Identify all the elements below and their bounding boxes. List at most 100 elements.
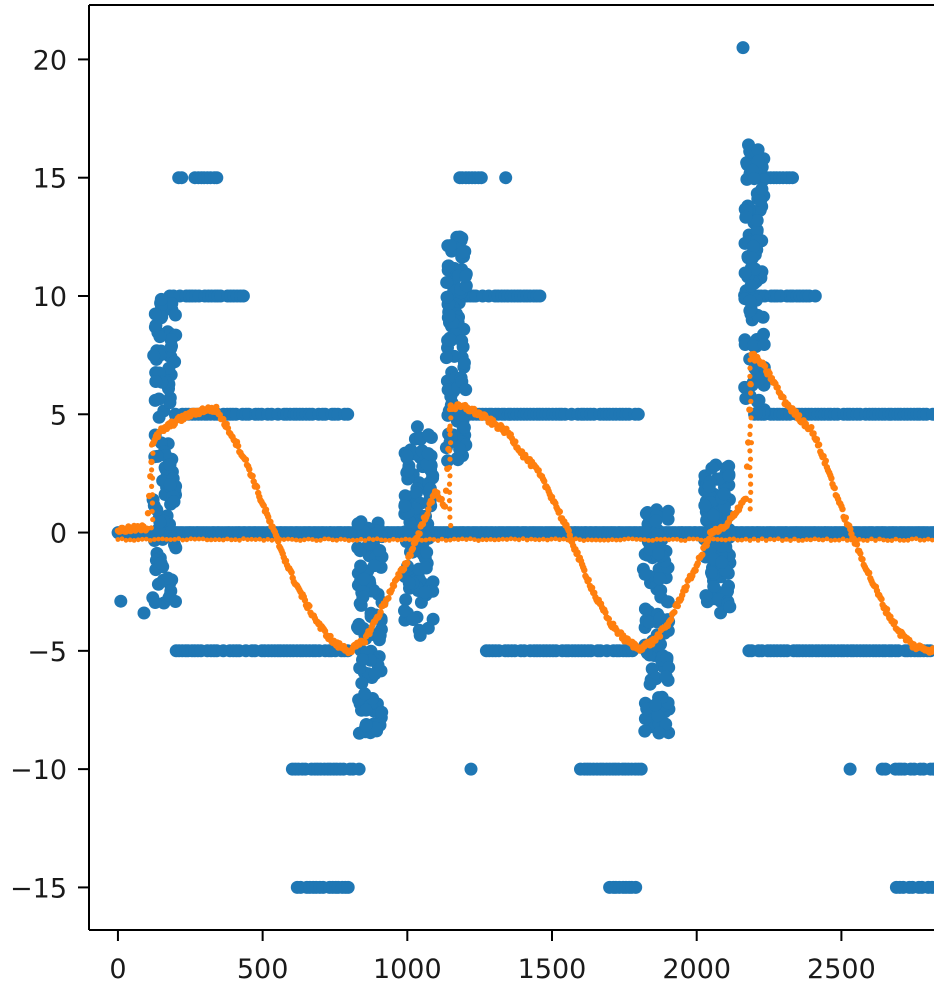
orange-point [322, 536, 327, 542]
orange-point [220, 537, 226, 543]
blue-point [755, 182, 769, 196]
orange-point [605, 537, 611, 543]
orange-point [423, 537, 429, 543]
orange-point [667, 616, 675, 623]
blue-point [358, 687, 372, 701]
blue-point [453, 442, 467, 456]
orange-point [748, 398, 754, 404]
blue-point [660, 651, 674, 665]
orange-point [342, 537, 348, 542]
blue-point [808, 289, 822, 303]
orange-point [751, 536, 757, 542]
orange-point [464, 537, 469, 542]
x-tick-label: 2500 [807, 954, 876, 985]
orange-point [253, 537, 259, 542]
orange-point [508, 536, 514, 542]
orange-point [646, 538, 652, 543]
blue-point [499, 171, 513, 185]
x-tick-label: 0 [109, 954, 126, 985]
blue-point [163, 478, 177, 492]
orange-point [416, 530, 423, 537]
x-tick-label: 2000 [662, 954, 731, 985]
orange-point [447, 506, 453, 512]
orange-point [261, 538, 267, 543]
orange-point [188, 536, 194, 542]
blue-point [341, 880, 355, 894]
orange-point [634, 537, 639, 542]
blue-point [638, 724, 652, 738]
blue-point [359, 703, 373, 717]
orange-point [249, 536, 255, 542]
orange-point [748, 406, 754, 413]
orange-point [143, 536, 149, 542]
orange-point [249, 472, 256, 480]
blue-point [453, 230, 467, 244]
blue-point [153, 330, 167, 344]
orange-point [512, 536, 518, 542]
x-tick-label: 500 [237, 954, 289, 985]
blue-point [426, 612, 440, 626]
blue-point [659, 670, 673, 684]
orange-point [447, 537, 453, 543]
orange-point [857, 550, 864, 557]
orange-point [306, 602, 313, 610]
orange-point [172, 537, 178, 542]
orange-point [654, 536, 660, 542]
orange-point [135, 537, 141, 543]
orange-point [792, 536, 797, 542]
blue-point [420, 457, 434, 471]
orange-point [739, 537, 745, 543]
orange-point [748, 489, 754, 495]
orange-point [152, 537, 157, 542]
orange-point [338, 536, 344, 542]
blue-point [439, 351, 453, 365]
orange-point [378, 537, 384, 543]
blue-point [638, 567, 652, 581]
blue-point [402, 576, 416, 590]
blue-point [754, 194, 768, 207]
orange-point [245, 537, 251, 542]
orange-point [593, 537, 599, 543]
blue-point [750, 214, 764, 227]
orange-point [131, 538, 137, 543]
blue-point [369, 527, 383, 541]
orange-point [496, 537, 502, 543]
orange-point [269, 537, 275, 543]
orange-point [891, 619, 898, 626]
orange-point [233, 537, 238, 543]
orange-point [588, 584, 596, 591]
blue-point [744, 279, 758, 293]
orange-point [212, 537, 218, 543]
orange-point [446, 406, 453, 413]
orange-point [297, 538, 303, 543]
orange-point [362, 538, 368, 543]
orange-point [727, 536, 733, 542]
y-tick-label: 0 [50, 519, 67, 550]
blue-point [705, 461, 719, 475]
orange-point [893, 536, 899, 542]
blue-point [161, 571, 175, 585]
orange-point [577, 537, 583, 542]
blue-point [406, 613, 420, 626]
blue-point [926, 526, 934, 540]
orange-point [257, 536, 263, 542]
orange-point [784, 537, 789, 542]
orange-point [148, 525, 154, 531]
orange-point [488, 537, 494, 542]
blue-point [747, 172, 761, 186]
blue-point [440, 276, 454, 289]
blue-point [356, 590, 370, 604]
blue-point [451, 453, 465, 467]
orange-point [224, 536, 230, 542]
blue-point [413, 628, 427, 642]
orange-point [921, 537, 927, 543]
orange-point [678, 538, 684, 543]
blue-point [533, 289, 547, 303]
orange-point [447, 473, 453, 479]
orange-point [164, 537, 170, 542]
orange-point [149, 459, 155, 465]
orange-point [690, 536, 696, 542]
orange-point [812, 536, 818, 542]
blue-point [169, 595, 182, 608]
orange-point [265, 536, 271, 542]
